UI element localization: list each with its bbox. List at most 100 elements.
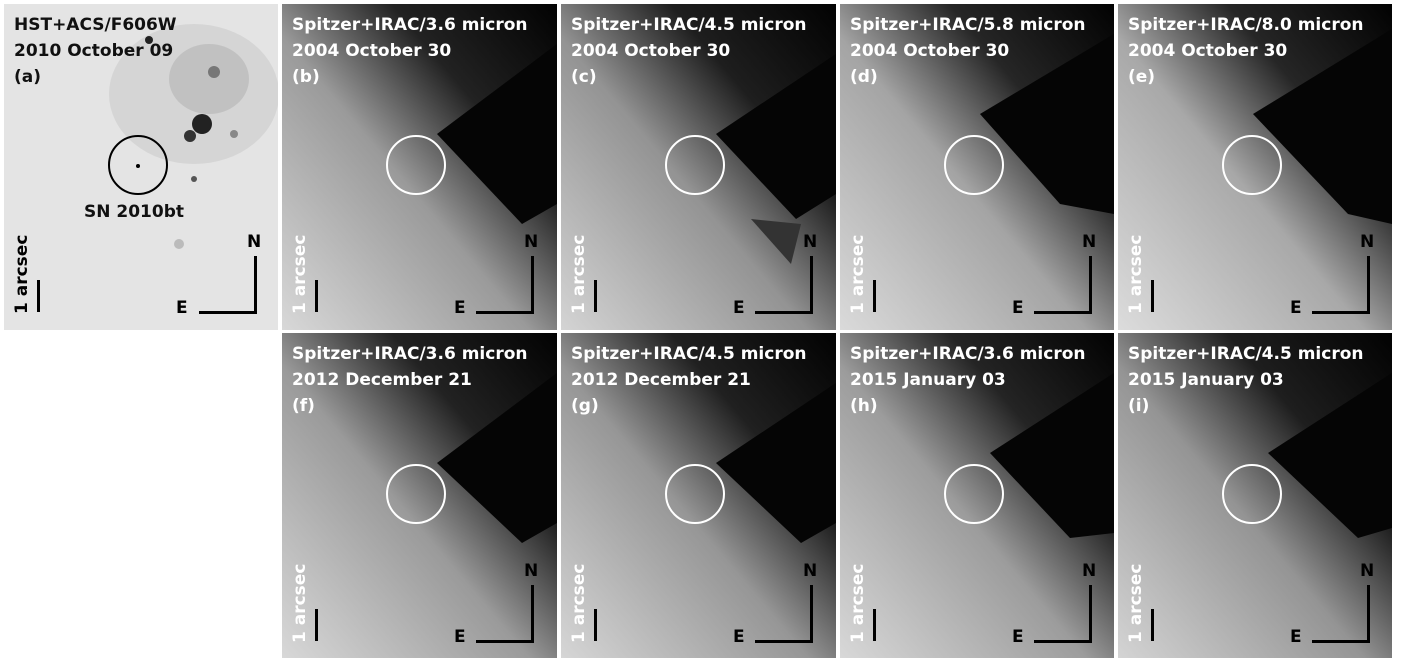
panel-g-spitzer-image: Spitzer+IRAC/4.5 micron 2012 December 21… bbox=[561, 333, 836, 658]
panel-c-spitzer-image: Spitzer+IRAC/4.5 micron 2004 October 30 … bbox=[561, 4, 836, 330]
compass-north-arm bbox=[1367, 585, 1370, 643]
panel-h-spitzer-image: Spitzer+IRAC/3.6 micron 2015 January 03 … bbox=[840, 333, 1114, 658]
north-label: N bbox=[803, 561, 818, 581]
compass-north-arm bbox=[531, 256, 534, 314]
panel-a-hst-image: HST+ACS/F606W 2010 October 09 (a) SN 201… bbox=[4, 4, 278, 330]
scale-bar bbox=[315, 609, 318, 641]
panel-g-letter: (g) bbox=[571, 396, 599, 416]
compass-north-arm bbox=[810, 585, 813, 643]
scale-bar bbox=[594, 609, 597, 641]
east-label: E bbox=[1290, 627, 1302, 647]
sn-position-circle bbox=[1222, 464, 1282, 524]
sn-position-circle bbox=[944, 464, 1004, 524]
panel-h-letter: (h) bbox=[850, 396, 878, 416]
scale-label: 1 arcsec bbox=[569, 563, 589, 643]
sn-position-circle bbox=[944, 135, 1004, 195]
panel-b-caption: Spitzer+IRAC/3.6 micron 2004 October 30 … bbox=[292, 12, 528, 90]
panel-d-date: 2004 October 30 bbox=[850, 41, 1010, 61]
panel-i-date: 2015 January 03 bbox=[1128, 370, 1284, 390]
north-label: N bbox=[1360, 561, 1375, 581]
compass-north-arm bbox=[1089, 585, 1092, 643]
scale-bar bbox=[873, 609, 876, 641]
compass-east-arm bbox=[1034, 640, 1092, 643]
panel-d-caption: Spitzer+IRAC/5.8 micron 2004 October 30 … bbox=[850, 12, 1086, 90]
east-label: E bbox=[454, 627, 466, 647]
panel-c-instrument: Spitzer+IRAC/4.5 micron bbox=[571, 15, 807, 35]
sn-position-circle bbox=[108, 135, 168, 195]
panel-f-caption: Spitzer+IRAC/3.6 micron 2012 December 21… bbox=[292, 341, 528, 419]
panel-a-caption: HST+ACS/F606W 2010 October 09 (a) bbox=[14, 12, 177, 90]
panel-i-caption: Spitzer+IRAC/4.5 micron 2015 January 03 … bbox=[1128, 341, 1364, 419]
panel-f-spitzer-image: Spitzer+IRAC/3.6 micron 2012 December 21… bbox=[282, 333, 557, 658]
east-label: E bbox=[1290, 298, 1302, 318]
scale-bar bbox=[594, 280, 597, 312]
compass-east-arm bbox=[476, 640, 534, 643]
compass-north-arm bbox=[531, 585, 534, 643]
panel-f-date: 2012 December 21 bbox=[292, 370, 472, 390]
sn-position-circle bbox=[386, 135, 446, 195]
panel-g-instrument: Spitzer+IRAC/4.5 micron bbox=[571, 344, 807, 364]
sn-position-circle bbox=[386, 464, 446, 524]
compass-east-arm bbox=[755, 640, 813, 643]
north-label: N bbox=[247, 232, 262, 252]
panel-a-date: 2010 October 09 bbox=[14, 41, 174, 61]
north-label: N bbox=[1082, 232, 1097, 252]
panel-a-letter: (a) bbox=[14, 67, 42, 87]
panel-b-letter: (b) bbox=[292, 67, 320, 87]
panel-g-caption: Spitzer+IRAC/4.5 micron 2012 December 21… bbox=[571, 341, 807, 419]
panel-c-letter: (c) bbox=[571, 67, 597, 87]
compass-east-arm bbox=[755, 311, 813, 314]
scale-label: 1 arcsec bbox=[290, 563, 310, 643]
north-label: N bbox=[524, 561, 539, 581]
panel-a-instrument: HST+ACS/F606W bbox=[14, 15, 177, 35]
panel-e-spitzer-image: Spitzer+IRAC/8.0 micron 2004 October 30 … bbox=[1118, 4, 1392, 330]
spitzer-image-background bbox=[561, 333, 836, 658]
panel-d-spitzer-image: Spitzer+IRAC/5.8 micron 2004 October 30 … bbox=[840, 4, 1114, 330]
north-label: N bbox=[1082, 561, 1097, 581]
north-label: N bbox=[1360, 232, 1375, 252]
panel-f-letter: (f) bbox=[292, 396, 315, 416]
sn-name-label: SN 2010bt bbox=[84, 202, 184, 222]
sn-position-circle bbox=[665, 135, 725, 195]
scale-bar bbox=[873, 280, 876, 312]
panel-h-date: 2015 January 03 bbox=[850, 370, 1006, 390]
panel-i-letter: (i) bbox=[1128, 396, 1150, 416]
hst-image-background bbox=[4, 4, 278, 330]
panel-c-caption: Spitzer+IRAC/4.5 micron 2004 October 30 … bbox=[571, 12, 807, 90]
east-label: E bbox=[733, 627, 745, 647]
scale-label: 1 arcsec bbox=[569, 234, 589, 314]
compass-north-arm bbox=[1089, 256, 1092, 314]
scale-label: 1 arcsec bbox=[290, 234, 310, 314]
scale-bar bbox=[37, 280, 40, 312]
east-label: E bbox=[454, 298, 466, 318]
panel-h-instrument: Spitzer+IRAC/3.6 micron bbox=[850, 344, 1086, 364]
compass-north-arm bbox=[1367, 256, 1370, 314]
scale-label: 1 arcsec bbox=[848, 563, 868, 643]
east-label: E bbox=[176, 298, 188, 318]
panel-b-spitzer-image: Spitzer+IRAC/3.6 micron 2004 October 30 … bbox=[282, 4, 557, 330]
compass-north-arm bbox=[810, 256, 813, 314]
compass-east-arm bbox=[1312, 311, 1370, 314]
compass-east-arm bbox=[1034, 311, 1092, 314]
scale-label: 1 arcsec bbox=[12, 234, 32, 314]
scale-bar bbox=[1151, 609, 1154, 641]
east-label: E bbox=[733, 298, 745, 318]
compass-east-arm bbox=[199, 311, 257, 314]
scale-label: 1 arcsec bbox=[1126, 234, 1146, 314]
panel-h-caption: Spitzer+IRAC/3.6 micron 2015 January 03 … bbox=[850, 341, 1086, 419]
panel-g-date: 2012 December 21 bbox=[571, 370, 751, 390]
east-label: E bbox=[1012, 298, 1024, 318]
panel-d-instrument: Spitzer+IRAC/5.8 micron bbox=[850, 15, 1086, 35]
compass-north-arm bbox=[254, 256, 257, 314]
compass-east-arm bbox=[476, 311, 534, 314]
scale-bar bbox=[1151, 280, 1154, 312]
panel-b-instrument: Spitzer+IRAC/3.6 micron bbox=[292, 15, 528, 35]
panel-b-date: 2004 October 30 bbox=[292, 41, 452, 61]
panel-e-letter: (e) bbox=[1128, 67, 1156, 87]
sn-position-circle bbox=[665, 464, 725, 524]
scale-label: 1 arcsec bbox=[1126, 563, 1146, 643]
panel-i-instrument: Spitzer+IRAC/4.5 micron bbox=[1128, 344, 1364, 364]
scale-bar bbox=[315, 280, 318, 312]
north-label: N bbox=[524, 232, 539, 252]
scale-label: 1 arcsec bbox=[848, 234, 868, 314]
